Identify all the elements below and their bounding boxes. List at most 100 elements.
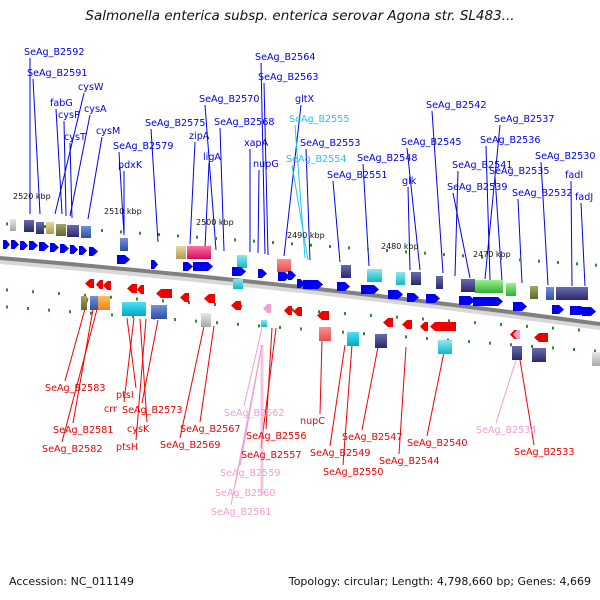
gene-label: SeAg_B2563 xyxy=(258,72,318,83)
tick-mark xyxy=(426,336,428,340)
leader-line xyxy=(139,318,148,423)
gene-label: SeAg_B2573 xyxy=(122,405,182,416)
gene-label: cysA xyxy=(84,104,107,115)
gene-label: SeAg_B2555 xyxy=(289,114,349,125)
gene-arrow-forward xyxy=(89,247,98,256)
gene-arrow-forward xyxy=(39,242,49,251)
gene-arrow-reverse xyxy=(103,281,111,290)
leader-line xyxy=(495,359,517,424)
leader-line xyxy=(319,339,323,415)
tick-mark xyxy=(300,327,302,331)
feature-box xyxy=(237,255,247,268)
gene-arrow-forward xyxy=(361,285,379,294)
gene-label: SeAg_B2575 xyxy=(145,118,205,129)
tick-mark xyxy=(594,349,596,353)
tick-mark xyxy=(279,325,281,329)
gene-arrow-reverse xyxy=(231,301,241,310)
tick-mark xyxy=(510,343,512,347)
gene-arrow-forward xyxy=(60,244,69,253)
leader-line xyxy=(141,319,159,404)
gene-arrow-forward xyxy=(50,243,59,252)
gene-arrow-forward xyxy=(582,307,596,316)
feature-box xyxy=(176,246,186,259)
gene-label: SeAg_B2562 xyxy=(224,408,284,419)
gene-label: SeAg_B2567 xyxy=(180,424,240,435)
feature-box xyxy=(24,220,34,232)
leader-line xyxy=(452,192,471,279)
leader-line xyxy=(519,359,535,446)
gene-label: SeAg_B2536 xyxy=(480,135,540,146)
scale-label: 2520 kbp xyxy=(13,192,51,201)
leader-line xyxy=(55,108,63,215)
tick-mark xyxy=(578,328,580,332)
gene-label: SeAg_B2592 xyxy=(24,47,84,58)
leader-line xyxy=(257,169,260,254)
leader-line xyxy=(406,147,421,271)
gene-label: SeAg_B2568 xyxy=(214,117,274,128)
gene-arrow-forward xyxy=(278,272,290,281)
tick-mark xyxy=(253,239,255,243)
tick-mark xyxy=(519,258,521,262)
gene-label: SeAg_B2549 xyxy=(310,448,370,459)
feature-box xyxy=(475,280,503,293)
tick-mark xyxy=(237,322,239,326)
gene-arrow-forward xyxy=(459,296,475,305)
tick-mark xyxy=(405,250,407,254)
tick-mark xyxy=(424,251,426,255)
tick-mark xyxy=(448,319,450,323)
feature-box xyxy=(506,283,516,296)
gene-arrow-forward xyxy=(288,271,296,280)
backbone-shadow xyxy=(0,258,600,330)
feature-boxes xyxy=(10,219,600,366)
gene-arrow-forward xyxy=(20,241,28,250)
leader-line xyxy=(494,176,503,282)
tick-mark xyxy=(158,233,160,237)
feature-box xyxy=(81,296,87,310)
gene-arrow-forward xyxy=(388,290,403,299)
scale-label: 2480 kbp xyxy=(381,242,419,251)
tick-mark xyxy=(348,246,350,250)
gene-arrow-forward xyxy=(303,280,323,289)
gene-arrow-reverse xyxy=(96,280,103,289)
feature-box xyxy=(120,238,128,251)
gene-arrow-reverse xyxy=(156,289,172,298)
gene-label: ptsI xyxy=(116,390,134,401)
gene-label: gltX xyxy=(295,94,315,105)
gene-arrow-reverse xyxy=(293,307,302,316)
tick-mark xyxy=(310,243,312,247)
leader-line xyxy=(361,346,379,431)
leader-line xyxy=(204,162,210,249)
tick-mark xyxy=(188,301,190,305)
feature-box xyxy=(546,287,554,300)
leader-line xyxy=(63,120,67,217)
gene-label: SeAg_B2530 xyxy=(535,151,595,162)
tick-mark xyxy=(500,257,502,260)
gene-arrow-reverse xyxy=(317,311,329,320)
tick-mark xyxy=(344,312,346,316)
feature-box xyxy=(461,279,475,292)
leader-line xyxy=(398,346,407,455)
leader-line xyxy=(87,136,103,220)
gene-label: SeAg_B2559 xyxy=(220,468,280,479)
leader-line xyxy=(118,151,125,236)
tick-mark xyxy=(272,241,274,245)
tick-mark xyxy=(139,231,141,235)
tick-mark xyxy=(110,295,112,299)
tick-mark xyxy=(531,344,533,348)
gene-arrow-forward xyxy=(297,279,305,288)
leader-line xyxy=(540,161,549,286)
feature-box xyxy=(10,219,16,231)
leader-line xyxy=(204,104,217,251)
gene-arrow-forward xyxy=(513,302,527,311)
gene-label: ligA xyxy=(203,152,221,163)
tick-mark xyxy=(132,314,134,318)
leader-line xyxy=(219,127,225,252)
tick-mark xyxy=(370,313,372,317)
leader-line xyxy=(199,325,215,423)
feature-box xyxy=(411,272,421,285)
gene-label: SeAg_B2556 xyxy=(246,431,306,442)
tick-mark xyxy=(215,237,217,241)
feature-box xyxy=(530,286,538,299)
scale-label: 2470 kbp xyxy=(473,250,511,259)
